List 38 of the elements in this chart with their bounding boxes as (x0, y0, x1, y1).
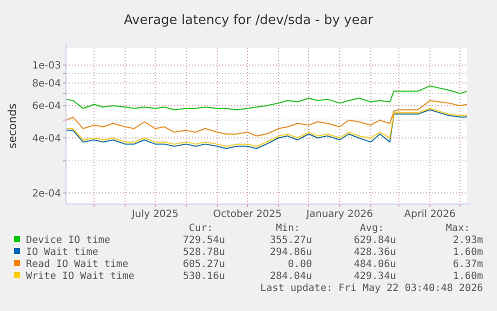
y-axis-title: seconds (6, 103, 19, 148)
text: 355.27u (270, 235, 312, 246)
text: 428.36u (354, 247, 396, 258)
y-tick-label: 1e-03 (32, 60, 61, 72)
text: Min: (276, 223, 300, 234)
text: 530.16u (182, 271, 225, 282)
line-series (66, 85, 468, 110)
x-tick-label: April 2026 (404, 209, 456, 220)
text: 605.27u (182, 259, 225, 270)
y-tick-label: 4e-04 (32, 133, 61, 144)
text: 484.06u (354, 259, 396, 270)
legend-label: Read IO Wait time (26, 259, 128, 270)
text: 6.37m (452, 259, 483, 270)
text: 0.00 (288, 259, 312, 270)
text: Cur: (188, 223, 213, 234)
x-tick-label: October 2025 (213, 209, 282, 220)
text: Last update: Fri May 22 03:40:48 2026 (260, 283, 483, 294)
text: Avg: (360, 223, 384, 234)
text: 1.60m (452, 247, 483, 258)
y-tick-label: 2e-04 (32, 188, 61, 200)
text: Max: (446, 223, 470, 234)
text: 1.60m (452, 271, 483, 282)
text: 528.78u (182, 247, 225, 258)
text: 729.54u (182, 235, 225, 246)
y-tick-label: 8e-04 (32, 78, 61, 90)
text: 429.34u (354, 271, 396, 282)
text: 284.04u (270, 271, 312, 282)
text: 629.84u (354, 235, 396, 246)
legend-label: Device IO time (26, 235, 110, 246)
text: 2.93m (452, 235, 483, 246)
line-series (66, 100, 468, 136)
x-tick-label: January 2026 (305, 209, 373, 220)
text: 294.86u (270, 247, 312, 258)
x-tick-label: July 2025 (130, 209, 179, 220)
chart-title: Average latency for /dev/sda - by year (124, 13, 374, 28)
y-tick-label: 6e-04 (32, 101, 61, 112)
legend-label: IO Wait time (26, 247, 98, 258)
legend-label: Write IO Wait time (26, 271, 134, 282)
